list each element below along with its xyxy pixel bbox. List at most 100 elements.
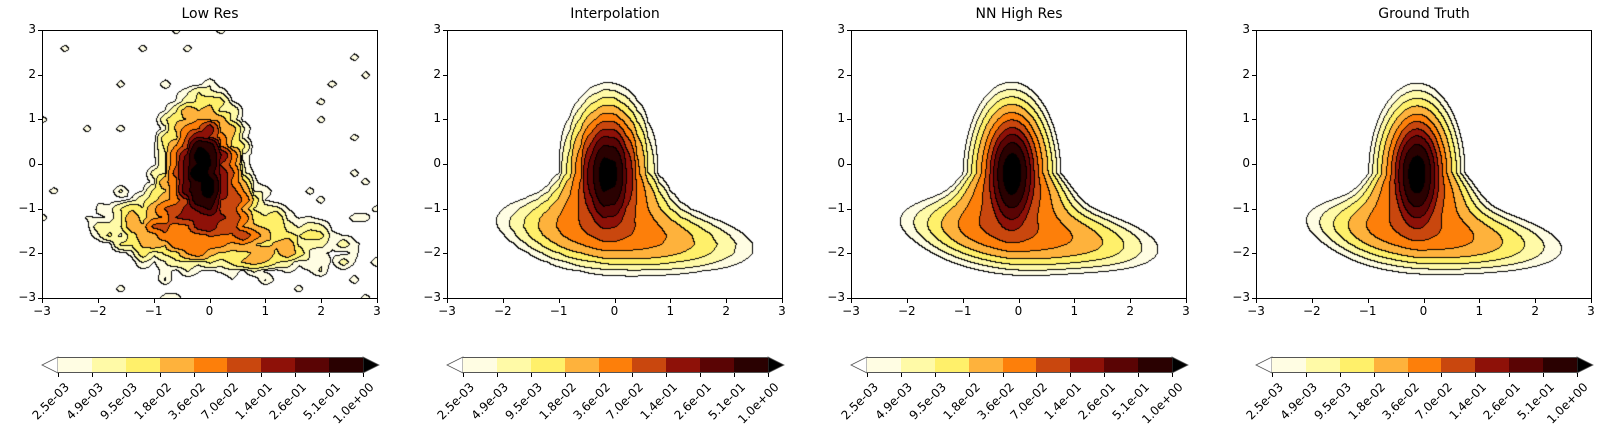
colorbar-tick <box>1509 373 1511 377</box>
y-tick <box>38 30 42 31</box>
colorbar-tick <box>1138 373 1140 377</box>
y-tick <box>1252 164 1256 165</box>
y-tick <box>38 119 42 121</box>
colorbar-band <box>1441 357 1476 373</box>
colorbar-band <box>496 357 532 373</box>
colorbar-band <box>227 357 262 373</box>
y-tick-label: −1 <box>18 200 36 215</box>
colorbar-band <box>1475 357 1510 373</box>
colorbar-tick-label: 1.8e-02 <box>1345 380 1388 423</box>
y-tick-label: −2 <box>827 245 845 260</box>
colorbar-band <box>1543 357 1578 373</box>
x-tick-label: 1 <box>1070 304 1079 318</box>
colorbar-tick-label: 2.6e-01 <box>1480 380 1524 423</box>
subplot-ground-truth: Ground Truth 3 2 1 0 −1 −2 −3 −3 −2 −1 0 1 2 3 2.5e-03 4… <box>1214 0 1606 446</box>
y-tick-label: −3 <box>18 290 36 304</box>
colorbar-tick <box>632 373 634 377</box>
colorbar-tick <box>1002 373 1004 377</box>
plot-area <box>447 30 783 299</box>
colorbar-band <box>598 357 633 373</box>
x-tick-label: 2 <box>1126 304 1134 318</box>
colorbar-tick <box>1475 373 1477 377</box>
colorbar-tick <box>734 373 736 377</box>
y-tick <box>38 253 42 255</box>
y-tick <box>847 253 851 255</box>
colorbar-tick-label: 4.9e-03 <box>872 380 915 423</box>
y-tick-label: −2 <box>18 245 36 260</box>
colorbar-tick <box>1070 373 1072 377</box>
y-tick <box>1252 74 1256 76</box>
colorbar-tick-label: 1.8e-02 <box>940 380 983 423</box>
x-tick-label: −1 <box>144 304 163 318</box>
colorbar-tick <box>496 373 498 377</box>
colorbar-under-arrow <box>1255 356 1273 374</box>
colorbar-band <box>329 357 364 373</box>
colorbar-band <box>734 357 769 373</box>
colorbar-band <box>1339 357 1375 373</box>
colorbar-tick <box>768 373 769 377</box>
colorbar-tick-label: 9.5e-03 <box>97 380 140 423</box>
x-tick-label: 2 <box>317 304 325 318</box>
x-tick <box>1311 299 1313 303</box>
colorbar-tick-label: 4.9e-03 <box>468 380 511 423</box>
colorbar-band <box>666 357 701 373</box>
x-tick <box>265 299 267 303</box>
colorbar-band <box>1509 357 1544 373</box>
colorbar-tick <box>1407 373 1409 377</box>
x-tick-label: 0 <box>1014 304 1023 318</box>
y-tick-label: 3 <box>1242 22 1250 36</box>
colorbar-band <box>968 357 1004 373</box>
subplot-title: Low Res <box>181 6 239 22</box>
colorbar-tick <box>193 373 195 377</box>
y-tick <box>443 119 447 121</box>
x-tick <box>1423 299 1425 303</box>
x-tick-label: 0 <box>610 304 619 318</box>
y-tick <box>1252 208 1256 210</box>
colorbar-tick <box>363 373 364 377</box>
colorbar-band <box>463 357 498 373</box>
colorbar-band <box>1305 357 1341 373</box>
x-tick <box>670 299 672 303</box>
y-tick <box>1252 119 1256 121</box>
y-tick-label: 1 <box>433 111 441 126</box>
colorbar-outline <box>58 357 363 373</box>
colorbar-tick <box>666 373 668 377</box>
colorbar <box>850 356 1189 374</box>
colorbar-over-arrow <box>1576 356 1594 374</box>
colorbar-band <box>1138 357 1173 373</box>
colorbar-tick <box>125 373 127 377</box>
y-tick-label: 0 <box>28 156 36 170</box>
colorbar-tick <box>934 373 936 377</box>
colorbar-tick <box>1577 373 1578 377</box>
x-tick <box>377 299 378 303</box>
plot-area <box>1256 30 1592 299</box>
colorbar-tick <box>564 373 566 377</box>
x-tick-label: −3 <box>438 304 456 318</box>
colorbar-outline <box>1272 357 1577 373</box>
colorbar-band <box>867 357 902 373</box>
x-tick <box>153 299 155 303</box>
plot-area <box>851 30 1187 299</box>
x-tick-label: −1 <box>1358 304 1377 318</box>
x-tick <box>906 299 908 303</box>
y-tick-label: 1 <box>28 111 36 126</box>
y-tick <box>847 164 851 165</box>
contour-fill <box>1257 31 1591 298</box>
y-tick-label: −3 <box>1232 290 1250 304</box>
colorbar-band <box>1036 357 1071 373</box>
colorbar-tick-label: 9.5e-03 <box>1311 380 1354 423</box>
colorbar-under-arrow <box>446 356 464 374</box>
x-tick <box>726 299 728 303</box>
x-tick <box>782 299 783 303</box>
colorbar-band <box>91 357 127 373</box>
y-tick-label: 2 <box>28 66 36 81</box>
y-tick <box>1252 30 1256 31</box>
colorbar <box>41 356 380 374</box>
colorbar-tick <box>1104 373 1106 377</box>
y-tick-label: −1 <box>827 200 845 215</box>
x-tick <box>1535 299 1537 303</box>
colorbar-tick-label: 4.9e-03 <box>1277 380 1320 423</box>
colorbar-tick <box>58 373 59 377</box>
x-tick-label: −3 <box>33 304 51 318</box>
